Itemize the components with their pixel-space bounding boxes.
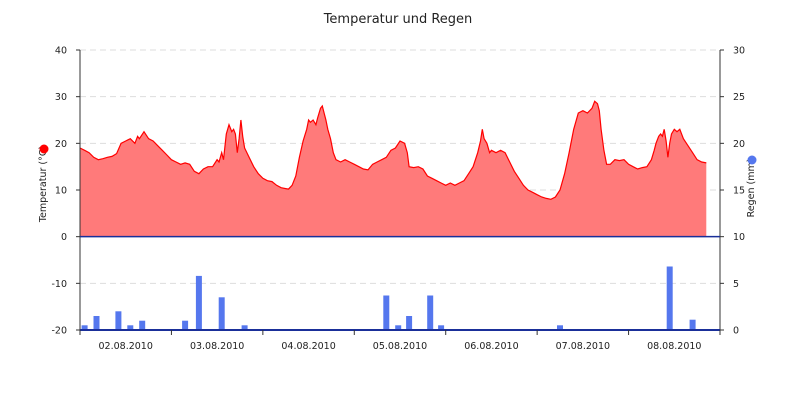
- left-tick-label: 10: [55, 186, 67, 197]
- rain-bar: [557, 325, 563, 330]
- x-tick-label: 03.08.2010: [190, 341, 244, 352]
- rain-bar: [395, 325, 402, 330]
- rain-bar: [81, 325, 88, 330]
- rain-legend-dot: [747, 155, 757, 165]
- right-tick-label: 0: [733, 326, 739, 337]
- left-tick-label: 20: [55, 139, 67, 150]
- rain-bar: [406, 316, 413, 330]
- rain-bar: [241, 325, 248, 330]
- rain-bar: [438, 325, 445, 330]
- chart-title: Temperatur und Regen: [323, 12, 473, 27]
- x-tick-label: 02.08.2010: [99, 341, 153, 352]
- rain-bar: [218, 297, 225, 330]
- left-tick-label: 0: [61, 232, 67, 243]
- x-tick-label: 04.08.2010: [281, 341, 335, 352]
- rain-bar: [689, 319, 696, 330]
- right-axis-ticks: 30 25 20 15 10 5 0: [720, 46, 745, 337]
- rain-bar: [127, 325, 134, 330]
- left-tick-label: 40: [55, 46, 67, 57]
- right-tick-label: 30: [733, 46, 745, 57]
- rain-bar: [666, 266, 673, 330]
- right-tick-label: 20: [733, 139, 745, 150]
- left-axis-title-group: Temperatur (°C): [38, 146, 49, 223]
- x-tick-label: 05.08.2010: [373, 341, 427, 352]
- rain-bar: [93, 316, 100, 330]
- rain-bar: [182, 320, 189, 330]
- x-tick-label: 08.08.2010: [647, 341, 701, 352]
- rain-bar: [383, 295, 390, 330]
- rain-bar: [139, 320, 146, 330]
- left-axis-title: Temperatur (°C): [38, 146, 49, 223]
- left-tick-label: -10: [51, 279, 67, 290]
- temperature-series: [79, 100, 707, 237]
- temperature-legend-dot: [39, 144, 49, 154]
- x-axis-ticks: 02.08.2010 03.08.2010 04.08.2010 05.08.2010…: [79, 330, 721, 352]
- right-axis-title-group: Regen (mm): [746, 159, 757, 218]
- x-tick-label: 07.08.2010: [556, 341, 610, 352]
- right-tick-label: 10: [733, 232, 745, 243]
- rain-bar: [115, 311, 122, 330]
- left-tick-label: 30: [55, 92, 67, 103]
- temperature-area-fill: [80, 101, 707, 237]
- x-tick-label: 06.08.2010: [464, 341, 518, 352]
- rain-series: [81, 266, 696, 330]
- rain-bar: [195, 275, 202, 330]
- right-tick-label: 25: [733, 92, 745, 103]
- rain-bar: [427, 295, 434, 330]
- left-tick-label: -20: [51, 326, 67, 337]
- right-axis-title: Regen (mm): [746, 159, 757, 218]
- right-tick-label: 5: [733, 279, 739, 290]
- right-tick-label: 15: [733, 186, 745, 197]
- left-axis-ticks: 40 30 20 10 0 -10 -20: [51, 46, 80, 337]
- temperature-line: [79, 100, 707, 200]
